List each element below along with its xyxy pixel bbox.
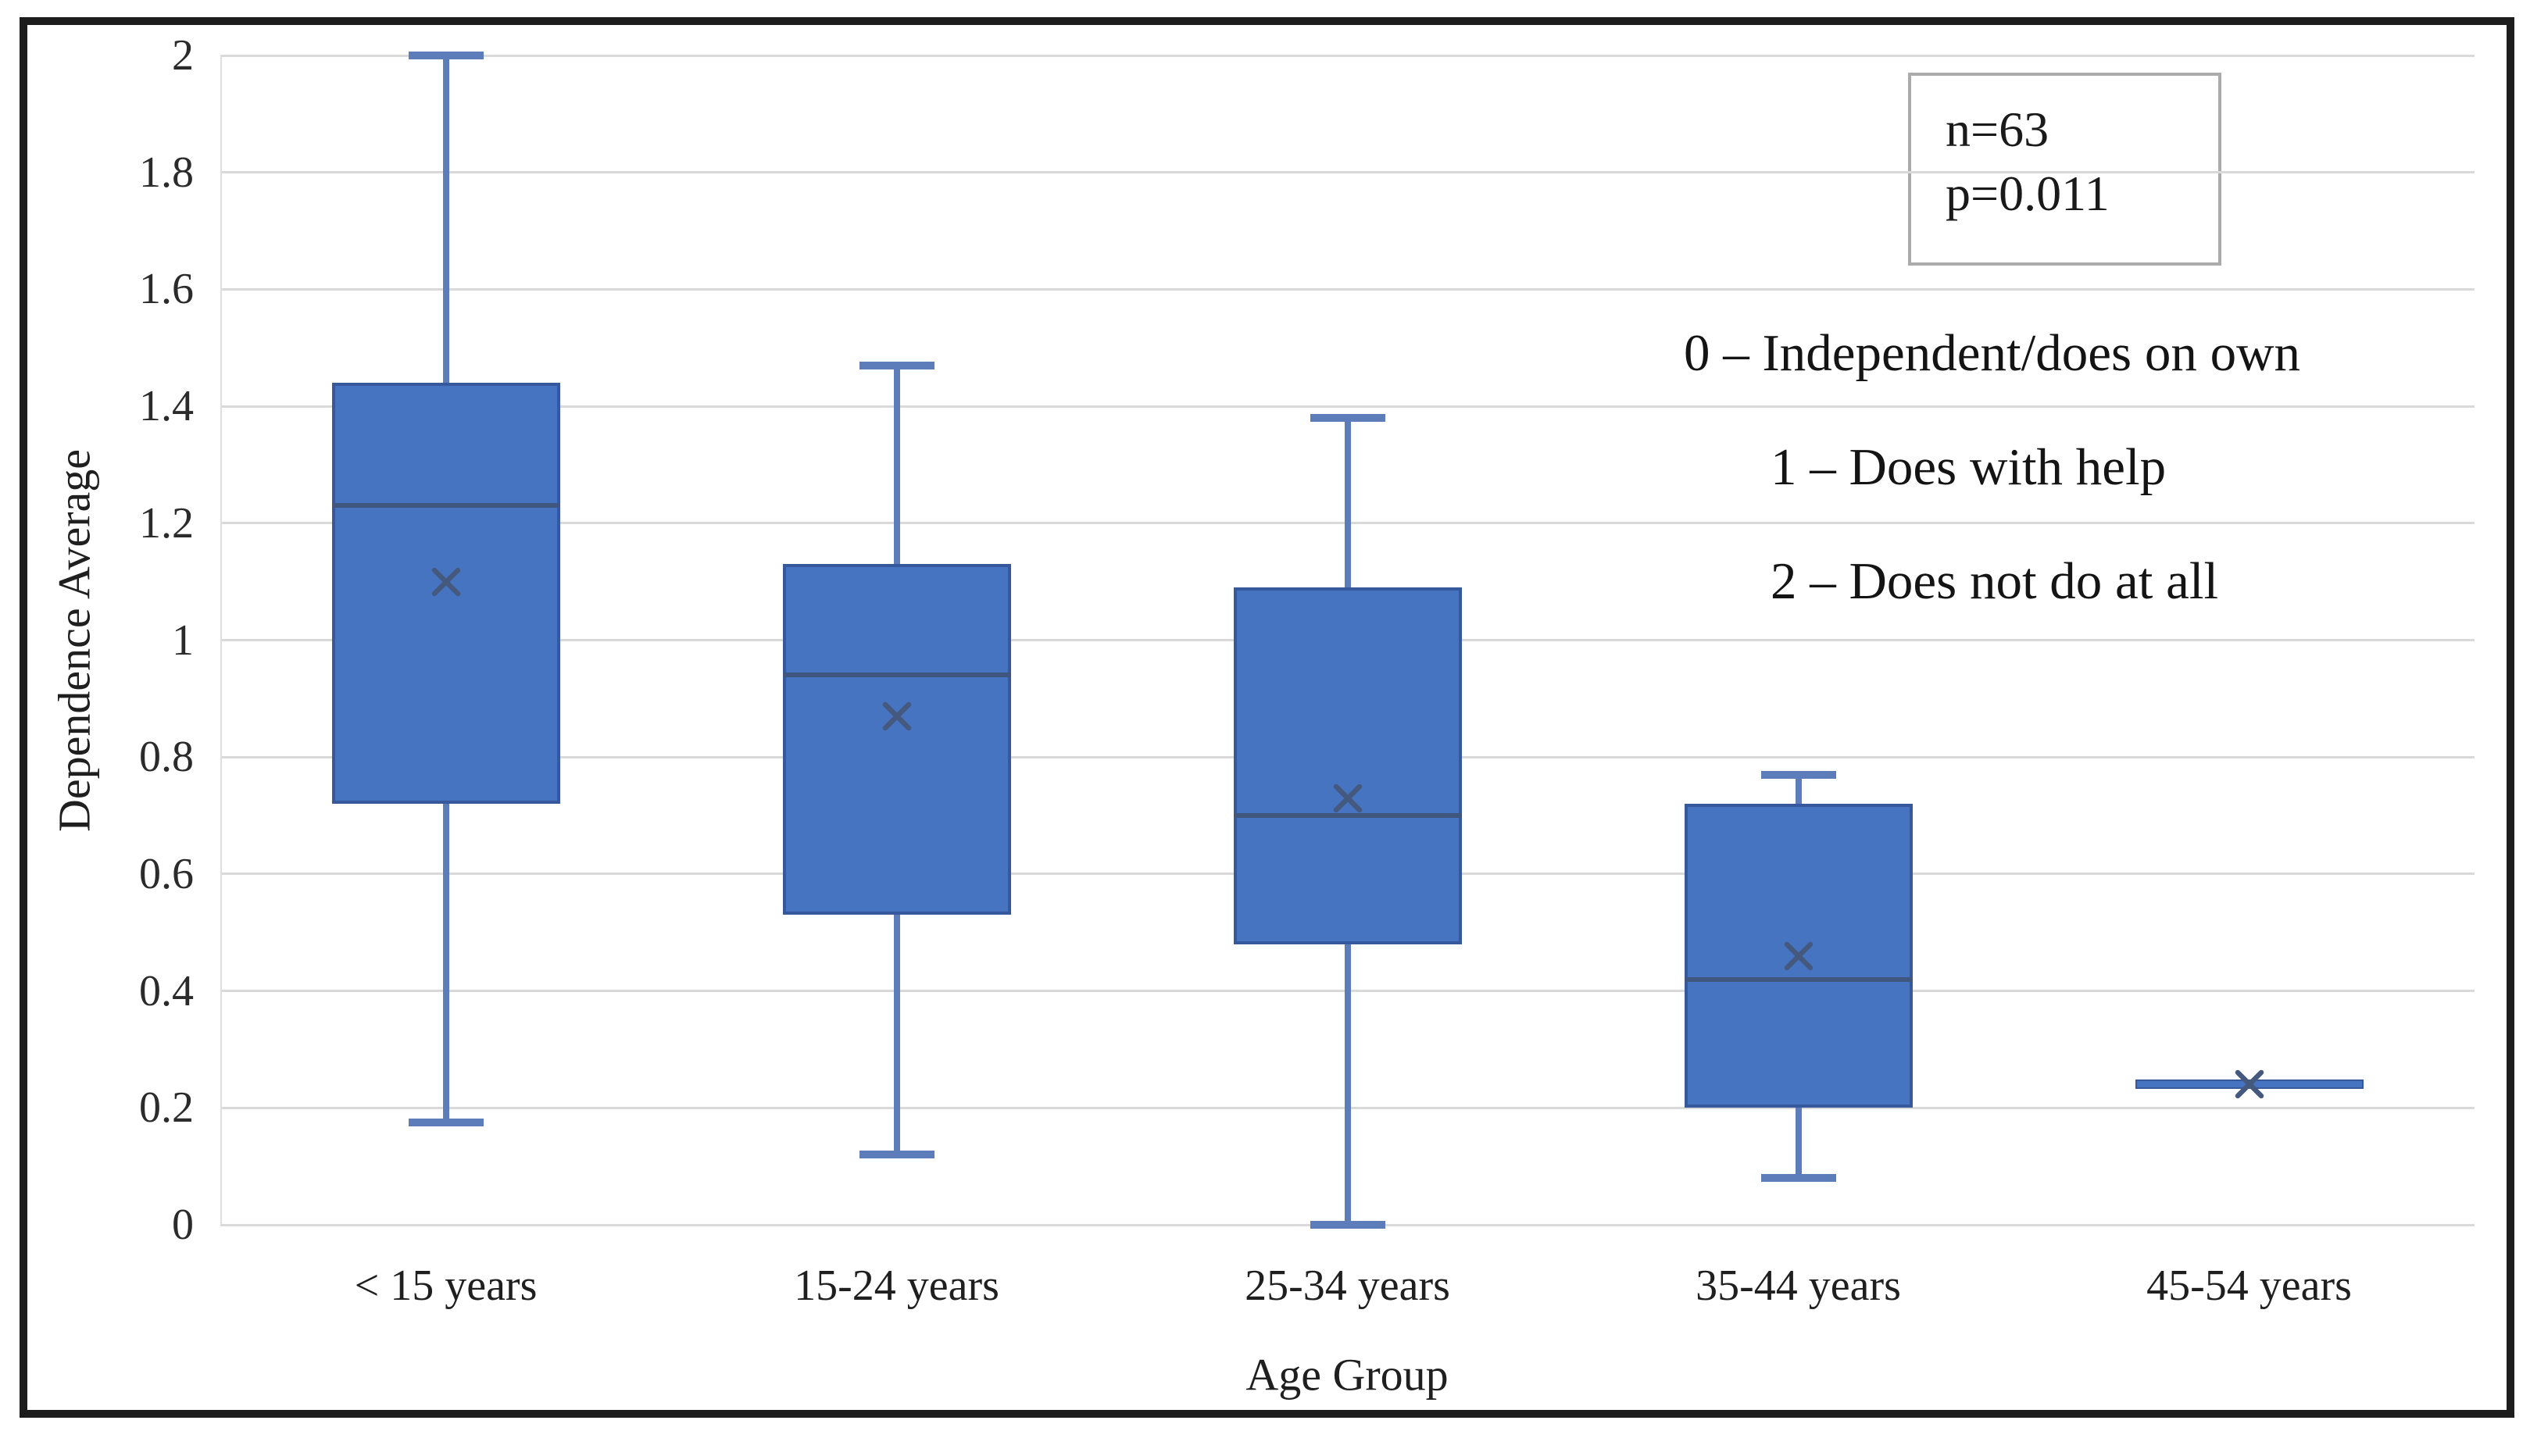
- sample-size-text: n=63: [1946, 102, 2049, 157]
- lower-whisker-cap: [408, 1119, 484, 1126]
- lower-whisker-line: [1795, 1108, 1802, 1179]
- value-legend-line-0: 0 – Independent/does on own: [1684, 324, 2300, 382]
- y-tick-label-0.8: 0.8: [139, 733, 194, 782]
- lower-whisker-line: [893, 915, 900, 1155]
- upper-whisker-line: [1795, 774, 1802, 805]
- gridline-y-2: [220, 54, 2475, 57]
- y-tick-label-0.6: 0.6: [139, 849, 194, 898]
- value-legend-line-1: 1 – Does with help: [1771, 438, 2167, 496]
- mean-x-marker: [431, 567, 460, 596]
- y-tick-label-0.2: 0.2: [139, 1083, 194, 1133]
- box-iqr-1: [331, 383, 560, 805]
- y-tick-label-0: 0: [172, 1201, 194, 1249]
- mean-x-marker: [1333, 783, 1362, 812]
- plot-left-edge-line: [220, 55, 222, 1225]
- value-legend-line-2: 2 – Does not do at all: [1771, 552, 2219, 610]
- upper-whisker-line: [1344, 418, 1351, 588]
- stats-annotation-box: n=63 p=0.011: [1908, 73, 2221, 266]
- x-tick-label-4: 35-44 years: [1696, 1262, 1901, 1310]
- x-tick-label-3: 25-34 years: [1245, 1262, 1450, 1310]
- gridline-y-1.8: [220, 171, 2475, 174]
- y-tick-label-1.8: 1.8: [139, 148, 194, 197]
- y-tick-label-1: 1: [172, 616, 194, 665]
- box-iqr-4: [1684, 804, 1913, 1108]
- median-line-1: [331, 503, 560, 509]
- upper-whisker-line: [893, 365, 900, 565]
- y-tick-label-1.2: 1.2: [139, 498, 194, 548]
- p-value-text: p=0.011: [1946, 166, 2110, 221]
- y-tick-label-1.4: 1.4: [139, 382, 194, 431]
- gridline-y-1.6: [220, 287, 2475, 291]
- upper-whisker-cap: [408, 52, 484, 59]
- y-tick-label-1.6: 1.6: [139, 265, 194, 314]
- upper-whisker-cap: [1310, 414, 1385, 423]
- y-tick-label-2: 2: [172, 31, 194, 80]
- x-tick-label-1: < 15 years: [354, 1262, 538, 1310]
- y-tick-label-0.4: 0.4: [139, 966, 194, 1015]
- lower-whisker-line: [1344, 944, 1351, 1225]
- mean-x-marker: [1784, 941, 1813, 970]
- x-axis-title: Age Group: [1245, 1349, 1449, 1401]
- median-line-3: [1233, 813, 1462, 819]
- lower-whisker-cap: [859, 1151, 934, 1159]
- lower-whisker-line: [442, 804, 449, 1122]
- upper-whisker-cap: [859, 361, 934, 369]
- median-line-4: [1684, 976, 1913, 982]
- x-tick-label-5: 45-54 years: [2146, 1262, 2352, 1310]
- upper-whisker-line: [442, 55, 449, 384]
- gridline-y-1.4: [220, 405, 2475, 408]
- lower-whisker-cap: [1760, 1174, 1836, 1183]
- mean-x-marker: [2235, 1070, 2264, 1099]
- box-iqr-3: [1233, 587, 1462, 944]
- mean-x-marker: [882, 701, 911, 731]
- lower-whisker-cap: [1310, 1221, 1385, 1229]
- median-line-2: [782, 673, 1011, 678]
- upper-whisker-cap: [1760, 770, 1836, 779]
- box-iqr-2: [782, 564, 1011, 915]
- x-tick-label-2: 15-24 years: [794, 1262, 999, 1310]
